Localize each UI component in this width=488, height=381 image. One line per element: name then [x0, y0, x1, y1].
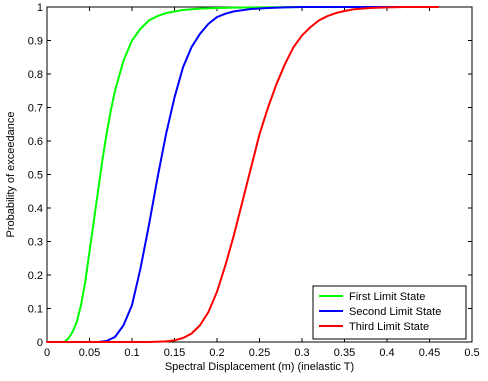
y-tick-label: 0.3	[28, 237, 43, 249]
series-lines	[46, 6, 439, 343]
series-line-2	[97, 6, 439, 343]
y-tick-label: 0.9	[28, 36, 43, 48]
legend-label-2: Second Limit State	[349, 306, 441, 318]
series-line-3	[46, 6, 439, 343]
y-tick-label: 0.4	[28, 203, 43, 215]
series-line-1	[63, 6, 439, 343]
y-tick-label: 0.8	[28, 69, 43, 81]
x-tick-label: 0.3	[294, 347, 309, 359]
y-tick-label: 0.7	[28, 103, 43, 115]
y-tick-label: 0.2	[28, 270, 43, 282]
legend-label-1: First Limit State	[349, 291, 425, 303]
legend-box	[312, 285, 467, 340]
x-axis-label: Spectral Displacement (m) (inelastic T)	[165, 361, 354, 373]
x-tick-label: 0.2	[209, 347, 224, 359]
x-tick-label: 0.1	[124, 347, 139, 359]
y-axis-ticks: 0 0.1 0.2 0.3 0.4 0.5 0.6 0.7 0.8 0.9 1	[28, 2, 472, 349]
x-tick-label: 0.35	[334, 347, 355, 359]
x-tick-label: 0	[44, 347, 50, 359]
legend-label-3: Third Limit State	[349, 321, 429, 333]
legend: First Limit State Second Limit State Third…	[312, 285, 467, 340]
x-tick-label: 0.4	[379, 347, 394, 359]
y-tick-label: 0.6	[28, 136, 43, 148]
x-tick-label: 0.05	[79, 347, 100, 359]
y-tick-label: 0	[37, 337, 43, 349]
x-tick-label: 0.5	[464, 347, 479, 359]
y-tick-label: 1	[37, 2, 43, 14]
x-tick-label: 0.15	[164, 347, 185, 359]
y-tick-label: 0.1	[28, 304, 43, 316]
x-tick-label: 0.25	[249, 347, 270, 359]
y-tick-label: 0.5	[28, 170, 43, 182]
y-axis-label: Probability of exceedance	[5, 112, 17, 238]
x-tick-label: 0.45	[419, 347, 440, 359]
